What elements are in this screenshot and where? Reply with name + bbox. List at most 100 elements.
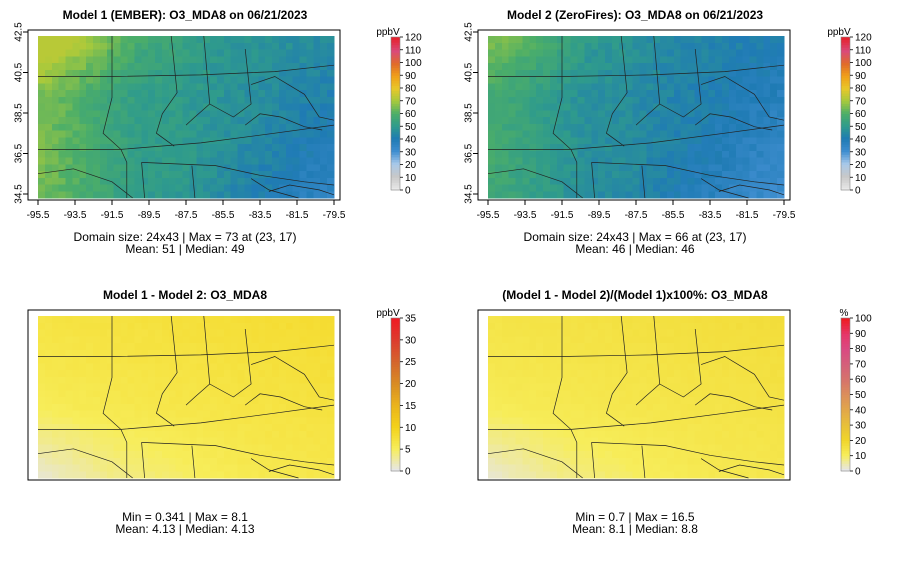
heatmap-cell (515, 410, 523, 418)
heatmap-cell (38, 96, 46, 104)
state-boundary (141, 162, 335, 186)
stats-line-2: Mean: 51 | Median: 49 (125, 242, 245, 256)
heatmap-cell (756, 457, 764, 465)
heatmap-cell (72, 410, 80, 418)
heatmap-cell (742, 363, 750, 371)
heatmap-cell (536, 184, 544, 192)
heatmap-cell (605, 370, 613, 378)
heatmap-cell (591, 103, 599, 111)
heatmap-cell (625, 42, 633, 50)
heatmap-cell (501, 69, 510, 77)
heatmap-cell (106, 430, 115, 438)
heatmap-cell (113, 144, 121, 152)
heatmap-cell (210, 464, 218, 472)
heatmap-cell (660, 90, 668, 98)
heatmap-cell (230, 96, 239, 104)
y-axis: 34.536.538.540.542.5 (14, 22, 28, 204)
heatmap-cell (210, 150, 218, 158)
heatmap-cell (756, 63, 764, 71)
heatmap-cell (86, 63, 94, 71)
heatmap-cell (223, 417, 232, 425)
heatmap-cell (646, 123, 654, 131)
heatmap-cell (536, 110, 544, 118)
heatmap-cell (763, 184, 771, 192)
heatmap-cell (196, 164, 204, 172)
heatmap-cell (660, 184, 668, 192)
heatmap-cell (251, 184, 259, 192)
heatmap-cell (515, 76, 523, 84)
heatmap-cell (529, 451, 537, 459)
heatmap-cell (58, 424, 66, 432)
heatmap-cell (605, 90, 613, 98)
heatmap-cell (93, 42, 101, 50)
heatmap-cell (134, 376, 142, 384)
heatmap-cell (687, 157, 695, 165)
heatmap-cell (722, 363, 730, 371)
heatmap-cell (38, 356, 46, 364)
heatmap-cell (549, 349, 558, 357)
heatmap-cell (182, 403, 190, 411)
heatmap-cell (494, 130, 503, 138)
heatmap-cell (278, 451, 287, 459)
heatmap-cell (508, 177, 516, 185)
heatmap-cell (708, 144, 716, 152)
heatmap-cell (777, 56, 785, 64)
heatmap-cell (708, 329, 716, 337)
heatmap-cell (272, 83, 280, 91)
heatmap-cell (237, 184, 245, 192)
heatmap-cell (86, 49, 94, 57)
heatmap-cell (543, 63, 551, 71)
colorbar-tick-label: 0 (855, 186, 861, 197)
heatmap-cell (728, 171, 737, 179)
heatmap-cell (292, 329, 300, 337)
heatmap-cell (175, 349, 183, 357)
heatmap-cell (598, 130, 606, 138)
heatmap-cell (728, 137, 737, 145)
state-boundary (141, 442, 335, 466)
heatmap-cell (722, 383, 730, 391)
heatmap-cell (508, 96, 516, 104)
heatmap-cell (625, 376, 633, 384)
heatmap-cell (58, 63, 66, 71)
heatmap-cell (591, 370, 599, 378)
heatmap-cell (93, 96, 101, 104)
heatmap-cell (735, 464, 744, 472)
heatmap-cell (113, 164, 121, 172)
heatmap-cell (244, 123, 252, 131)
heatmap-cell (223, 424, 232, 432)
heatmap-cell (543, 370, 551, 378)
heatmap-cell (161, 130, 170, 138)
heatmap-cell (203, 103, 211, 111)
heatmap-cell (556, 430, 565, 438)
heatmap-cell (501, 56, 510, 64)
heatmap-cell (230, 356, 239, 364)
heatmap-cell (278, 63, 287, 71)
colorbar-tick-label: 0 (855, 467, 861, 478)
heatmap-cell (687, 177, 695, 185)
heatmap-cell (543, 117, 551, 125)
heatmap-cell (549, 56, 558, 64)
heatmap-cell (320, 444, 328, 452)
heatmap-cell (653, 36, 661, 44)
heatmap-cell (251, 349, 259, 357)
heatmap-cell (763, 471, 771, 479)
heatmap-cell (639, 49, 647, 57)
heatmap-cell (549, 90, 558, 98)
heatmap-cell (161, 96, 170, 104)
heatmap-cell (161, 444, 170, 452)
heatmap-cell (99, 76, 108, 84)
heatmap-cell (570, 430, 578, 438)
heatmap-cell (488, 390, 496, 398)
heatmap-cell (223, 157, 232, 165)
heatmap-cell (501, 76, 510, 84)
heatmap-cell (58, 376, 66, 384)
heatmap-cell (522, 76, 530, 84)
heatmap-cell (120, 356, 128, 364)
heatmap-cell (285, 349, 294, 357)
heatmap-cell (134, 90, 142, 98)
heatmap-cell (501, 110, 510, 118)
heatmap-cell (556, 137, 565, 145)
heatmap-cell (313, 430, 321, 438)
heatmap-cell (529, 177, 537, 185)
heatmap-cell (536, 471, 544, 479)
